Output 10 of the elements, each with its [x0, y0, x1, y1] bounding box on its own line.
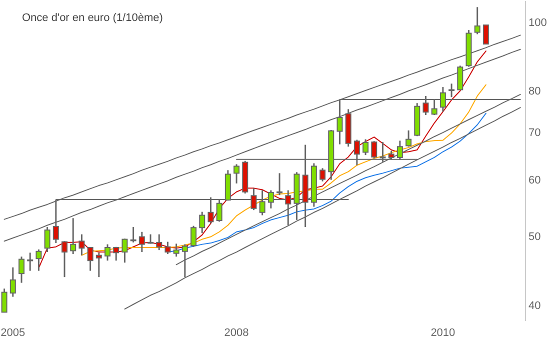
y-tick-label: 60 [528, 174, 541, 187]
text: Once d'or en euro (1/10ème) [22, 12, 163, 24]
y-tick-label: 70 [528, 127, 541, 140]
y-tick-label: 100 [528, 16, 547, 29]
y-tick-label: 80 [528, 86, 541, 98]
y-tick-label: 40 [528, 300, 541, 312]
y-tick-label: 50 [528, 231, 541, 244]
x-tick-label: 2008 [224, 327, 249, 339]
x-tick-label: 2005 [0, 327, 26, 339]
x-tick-label: 2010 [430, 327, 456, 339]
